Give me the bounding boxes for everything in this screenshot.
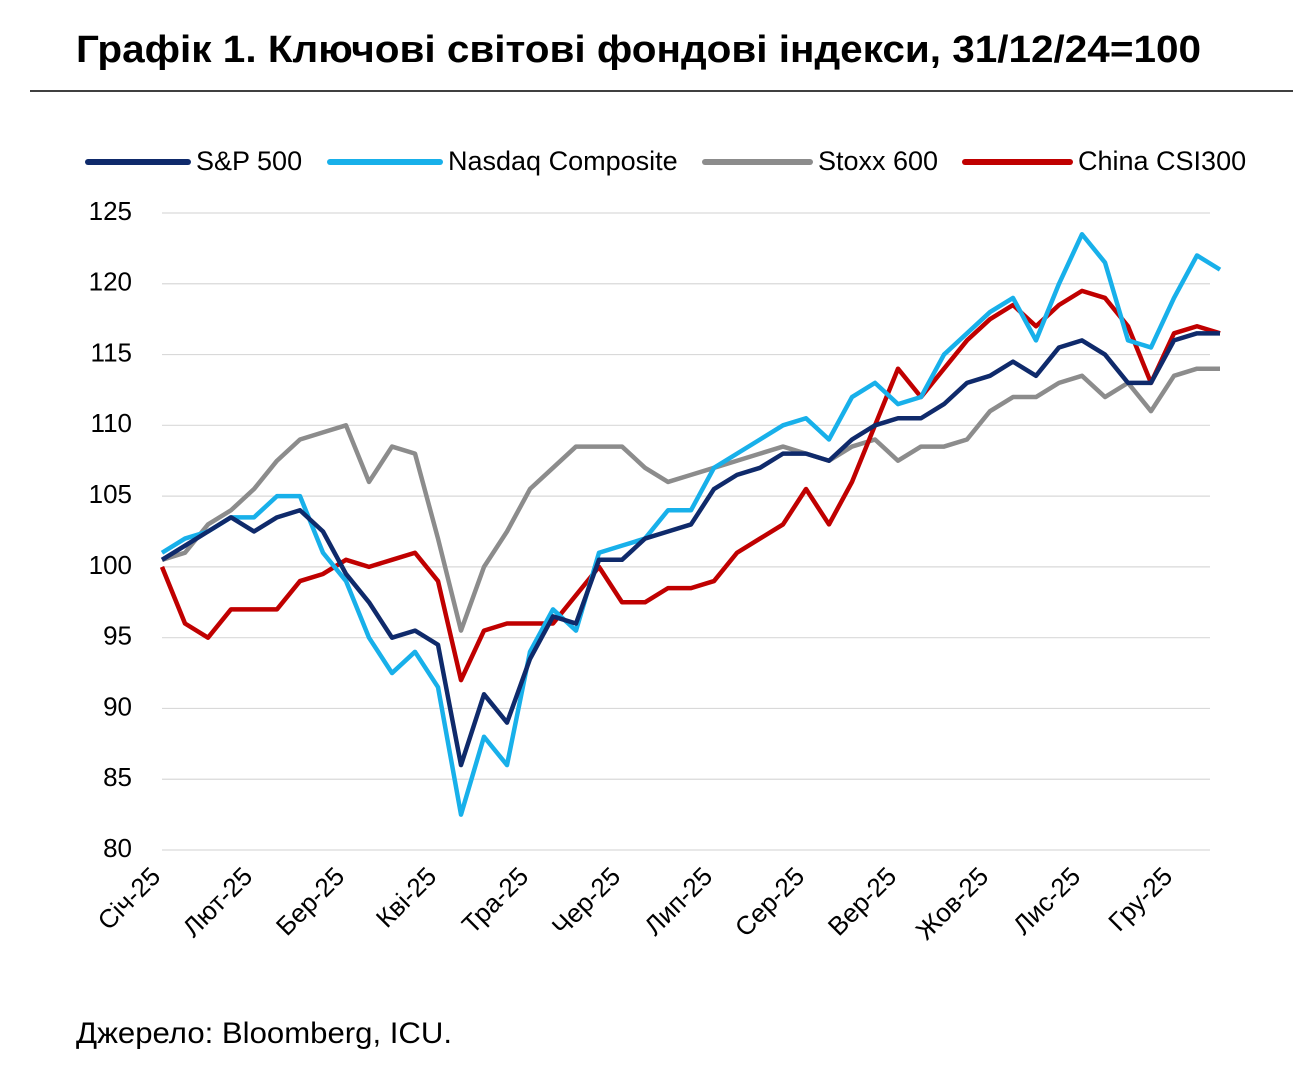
legend-label: Nasdaq Composite	[448, 146, 678, 176]
y-tick-label: 110	[91, 408, 132, 438]
y-tick-label: 125	[89, 196, 132, 226]
legend-label: Stoxx 600	[818, 146, 938, 176]
legend-label: China CSI300	[1078, 146, 1246, 176]
x-tick-label: Січ-25	[92, 861, 167, 936]
x-tick-label: Кві-25	[370, 861, 442, 933]
x-tick-label: Лип-25	[638, 861, 718, 941]
y-tick-label: 105	[89, 479, 132, 509]
series-line	[161, 366, 1220, 633]
x-tick-label: Бер-25	[270, 861, 350, 941]
y-tick-label: 95	[103, 621, 132, 651]
series-line	[160, 331, 1220, 768]
x-tick-label: Чер-25	[546, 861, 626, 941]
y-tick-label: 85	[103, 762, 132, 792]
x-tick-label: Жов-25	[910, 861, 995, 946]
legend-label: S&P 500	[196, 146, 302, 176]
y-tick-label: 100	[89, 550, 132, 580]
y-tick-label: 90	[103, 691, 132, 721]
y-tick-label: 120	[89, 267, 132, 297]
y-tick-label: 80	[103, 833, 132, 863]
x-tick-label: Гру-25	[1102, 861, 1178, 937]
series-line	[160, 231, 1222, 817]
x-tick-label: Вер-25	[822, 861, 902, 941]
x-tick-label: Лис-25	[1007, 861, 1086, 940]
y-tick-label: 115	[91, 337, 132, 367]
x-tick-label: Тра-25	[456, 861, 534, 939]
series-line	[159, 288, 1221, 683]
x-tick-label: Сер-25	[729, 861, 811, 943]
chart-title: Графік 1. Ключові світові фондові індекс…	[76, 29, 1201, 71]
x-tick-label: Лют-25	[177, 861, 259, 943]
source-note: Джерело: Bloomberg, ICU.	[76, 1017, 452, 1050]
